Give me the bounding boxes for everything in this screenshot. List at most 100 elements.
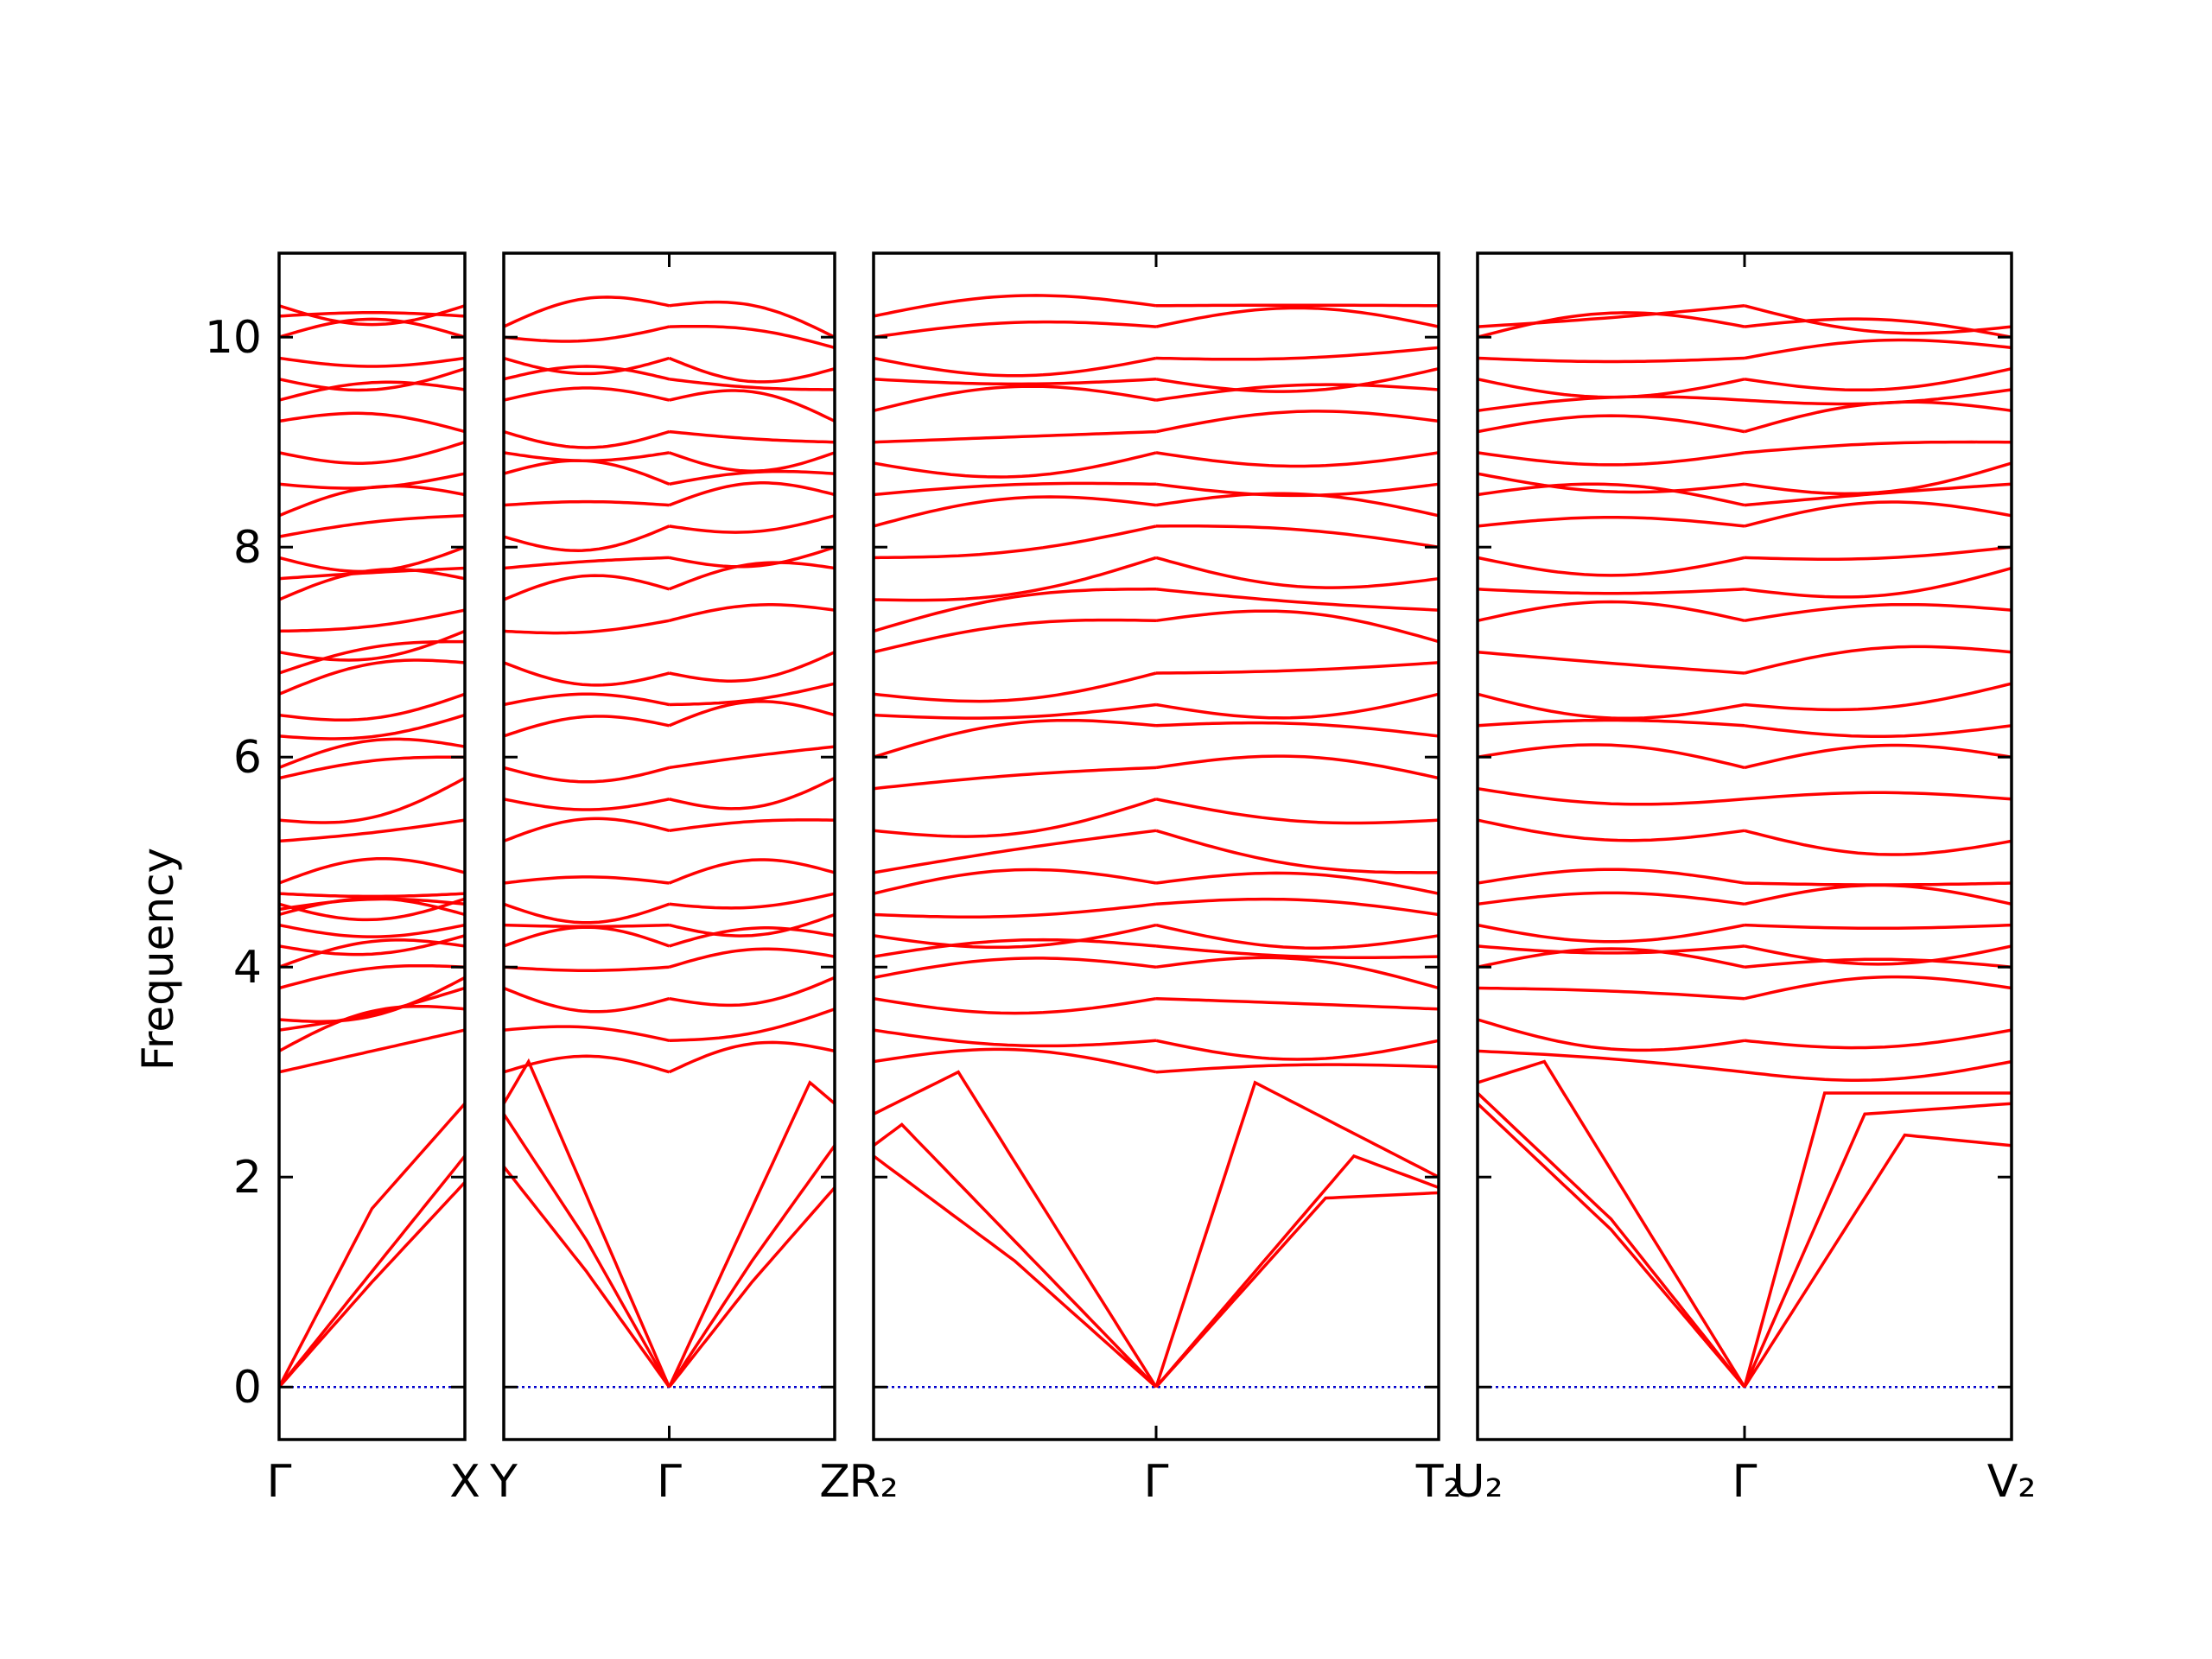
optical-branch: [873, 618, 1157, 654]
optical-branch: [1156, 524, 1440, 549]
acoustic-branch: [872, 1154, 1158, 1389]
optical-branch: [503, 817, 670, 843]
y-tick-label: 4: [233, 942, 262, 994]
k-point-label: V₂: [1987, 1456, 2036, 1508]
optical-branch: [669, 324, 836, 350]
acoustic-branch: [668, 1144, 836, 1389]
optical-branch: [1744, 366, 2012, 392]
optical-branch: [1155, 482, 1440, 498]
acoustic-branch: [277, 1103, 467, 1389]
k-point-label: Γ: [1144, 1456, 1169, 1508]
optical-branch: [503, 902, 671, 925]
optical-branch: [1477, 451, 1745, 467]
acoustic-branch: [502, 1166, 671, 1389]
optical-branch: [873, 481, 1157, 497]
acoustic-branch: [277, 1154, 467, 1389]
optical-branch: [1477, 923, 1745, 944]
optical-branch: [503, 925, 671, 948]
optical-branch: [1477, 786, 1745, 806]
optical-branch: [503, 386, 670, 402]
optical-branch: [873, 829, 1157, 874]
optical-branch: [1477, 986, 1745, 1001]
optical-branch: [669, 926, 836, 948]
optical-branch: [873, 294, 1157, 318]
optical-branch: [1744, 461, 2012, 496]
optical-branch: [1744, 829, 2012, 856]
acoustic-branch: [1476, 1102, 1746, 1389]
optical-branch: [503, 451, 670, 462]
optical-branch: [1744, 602, 2012, 623]
acoustic-branch: [668, 1186, 836, 1389]
optical-branch: [873, 1028, 1157, 1048]
optical-branch: [278, 411, 466, 434]
optical-branch: [1744, 545, 2012, 561]
optical-branch: [669, 912, 836, 938]
acoustic-branch: [1743, 1091, 2012, 1388]
optical-branch: [503, 459, 671, 486]
optical-branch: [278, 1028, 466, 1074]
acoustic-branch: [873, 1070, 1158, 1389]
optical-branch: [278, 629, 466, 662]
optical-branch: [1744, 682, 2012, 712]
optical-branch: [503, 692, 670, 707]
optical-branch: [503, 766, 670, 784]
optical-branch: [503, 619, 670, 635]
k-point-label: Y: [489, 1456, 518, 1508]
optical-branch: [1744, 338, 2012, 360]
optical-branch: [1477, 515, 1745, 528]
optical-branch: [1744, 743, 2012, 770]
optical-branch: [278, 692, 466, 722]
optical-branch: [1744, 883, 2012, 906]
acoustic-branch: [1154, 1080, 1440, 1388]
optical-branch: [669, 1007, 836, 1043]
optical-branch: [873, 451, 1157, 479]
optical-branch: [1744, 923, 2012, 931]
optical-branch: [278, 938, 466, 969]
optical-branch: [669, 545, 836, 569]
optical-branch: [668, 451, 836, 473]
optical-branch: [278, 356, 466, 368]
optical-branch: [503, 574, 670, 601]
acoustic-branch: [667, 1080, 836, 1388]
optical-branch: [873, 495, 1157, 528]
acoustic-branch: [1743, 1133, 2012, 1389]
k-point-label: T₂: [1415, 1456, 1462, 1508]
optical-branch: [278, 441, 466, 465]
optical-branch: [1155, 556, 1440, 589]
optical-branch: [669, 300, 836, 339]
optical-branch: [1155, 721, 1440, 738]
k-point-label: Γ: [1732, 1456, 1758, 1508]
optical-branch: [669, 818, 835, 833]
optical-branch: [278, 472, 466, 490]
optical-branch: [1477, 556, 1745, 577]
optical-branch: [669, 603, 836, 622]
optical-branch: [873, 902, 1157, 918]
optical-branch: [278, 514, 466, 538]
optical-branch: [1155, 829, 1439, 874]
optical-branch: [278, 923, 466, 938]
optical-branch: [1744, 724, 2012, 739]
optical-branch: [873, 718, 1157, 759]
optical-branch: [278, 892, 466, 899]
acoustic-branch: [1743, 1102, 2012, 1388]
optical-branch: [503, 965, 670, 972]
acoustic-branch: [1477, 1059, 1746, 1389]
optical-branch: [1477, 1018, 1745, 1052]
optical-branch: [668, 356, 836, 384]
optical-branch: [1155, 451, 1440, 468]
optical-branch: [278, 856, 466, 885]
k-point-label: Γ: [267, 1456, 292, 1508]
optical-branch: [503, 986, 670, 1014]
optical-branch: [278, 380, 466, 402]
optical-branch: [1155, 754, 1440, 780]
optical-branch: [873, 320, 1157, 339]
optical-branch: [278, 1004, 466, 1052]
optical-branch: [1477, 944, 1745, 955]
optical-branch: [669, 682, 836, 707]
optical-branch: [1155, 944, 1440, 960]
optical-branch: [1744, 388, 2012, 406]
optical-branch: [873, 385, 1157, 413]
optical-branch: [668, 700, 836, 728]
optical-branch: [1155, 303, 1440, 308]
optical-branch: [1744, 944, 2012, 966]
